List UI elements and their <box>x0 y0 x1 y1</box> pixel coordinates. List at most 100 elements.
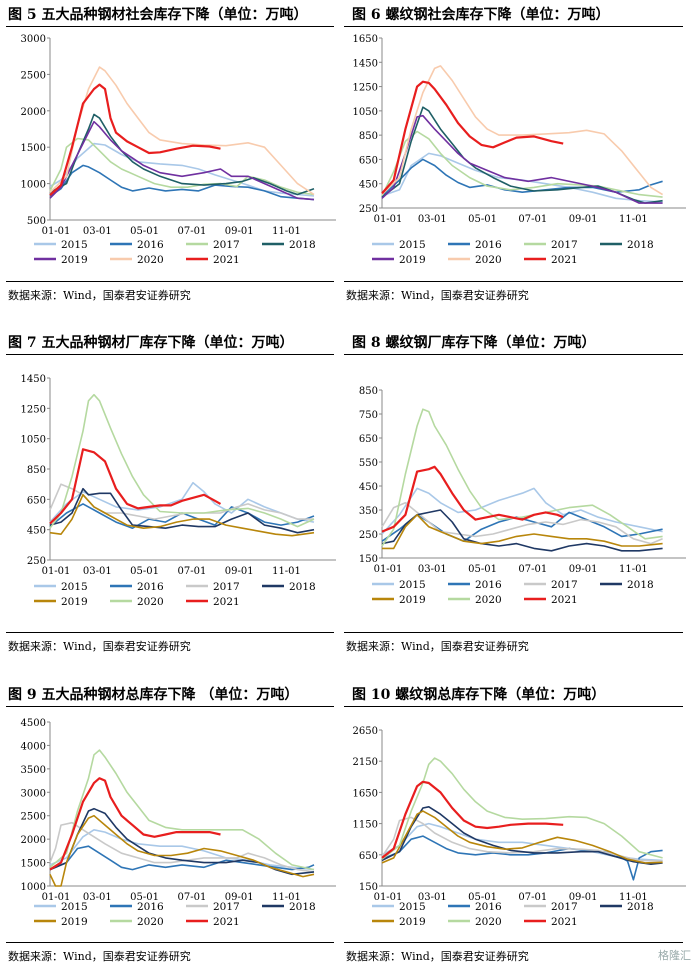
legend-label-2017: 2017 <box>213 901 240 913</box>
legend-label-2020: 2020 <box>137 596 164 608</box>
y-tick-label: 250 <box>359 530 378 541</box>
fig8-title: 图 8 螺纹钢厂库存下降（单位：万吨） <box>352 335 596 351</box>
x-tick-label: 05-01 <box>130 566 159 577</box>
y-tick-label: 850 <box>359 131 378 142</box>
legend-label-2017: 2017 <box>213 239 240 251</box>
y-tick-label: 150 <box>359 882 378 893</box>
y-tick-label: 1250 <box>21 404 46 415</box>
legend-label-2017: 2017 <box>551 579 578 591</box>
series-line-2020 <box>49 66 315 196</box>
fig8-source: 数据来源：Wind，国泰君安证券研究 <box>346 640 529 653</box>
legend-label-2015: 2015 <box>61 239 88 251</box>
fig6-source: 数据来源：Wind，国泰君安证券研究 <box>346 289 529 302</box>
fig5-panel: 图 5 五大品种钢材社会库存下降（单位：万吨） 500 1000 1500 2000 25… <box>6 4 342 311</box>
fig9-title: 图 9 五大品种钢材总库存下降 （单位：万吨） <box>8 687 299 703</box>
legend-label-2015: 2015 <box>61 581 88 593</box>
x-tick-label: 09-01 <box>569 214 598 225</box>
x-tick-label: 07-01 <box>518 564 547 575</box>
fig6-chart: 250 450 650 850 1050 1250 1450 1650 01-01 03-01 05… <box>353 34 686 266</box>
x-tick-label: 07-01 <box>177 566 206 577</box>
fig9-source-rule <box>6 942 334 943</box>
series-line-2021 <box>49 777 221 871</box>
x-tick-label: 05-01 <box>468 214 497 225</box>
y-tick-label: 1650 <box>353 788 378 799</box>
x-tick-label: 09-01 <box>225 566 254 577</box>
y-tick-label: 1000 <box>21 882 46 893</box>
y-tick-label: 2000 <box>21 835 46 846</box>
legend-label-2016: 2016 <box>137 239 164 251</box>
y-tick-label: 4500 <box>21 718 46 729</box>
y-tick-label: 150 <box>359 554 378 565</box>
series-line-2015 <box>381 152 663 203</box>
x-tick-label: 07-01 <box>518 892 547 903</box>
y-tick-label: 250 <box>359 204 378 215</box>
series-line-2019 <box>49 814 315 887</box>
legend-label-2019: 2019 <box>61 916 88 928</box>
series-line-2021 <box>49 83 221 197</box>
y-tick-label: 1250 <box>353 83 378 94</box>
x-tick-label: 03-01 <box>418 892 447 903</box>
x-tick-label: 11-01 <box>619 892 648 903</box>
legend-label-2019: 2019 <box>61 254 88 266</box>
x-tick-label: 01-01 <box>374 214 403 225</box>
series-line-2020 <box>381 757 663 860</box>
y-tick-label: 1500 <box>21 859 46 870</box>
y-tick-label: 1500 <box>21 143 46 154</box>
legend-label-2018: 2018 <box>627 239 654 251</box>
fig8-panel: 图 8 螺纹钢厂库存下降（单位：万吨） 150 250 350 450 550 650 750… <box>344 332 691 662</box>
x-tick-label: 05-01 <box>468 892 497 903</box>
legend-label-2021: 2021 <box>551 594 578 606</box>
series-line-2020 <box>49 393 315 529</box>
legend-label-2018: 2018 <box>289 901 316 913</box>
legend-label-2020: 2020 <box>475 916 502 928</box>
legend-label-2018: 2018 <box>627 901 654 913</box>
y-tick-label: 2650 <box>353 726 378 737</box>
y-tick-label: 750 <box>359 410 378 421</box>
fig7-source: 数据来源：Wind，国泰君安证券研究 <box>8 640 191 653</box>
series-line-2015 <box>381 487 663 535</box>
y-tick-label: 2000 <box>21 107 46 118</box>
legend-label-2017: 2017 <box>551 239 578 251</box>
fig9-panel: 图 9 五大品种钢材总库存下降 （单位：万吨） 1000 1500 2000 2500 3… <box>6 684 342 972</box>
series-line-2019 <box>49 120 315 201</box>
x-tick-label: 03-01 <box>83 892 112 903</box>
x-tick-label: 09-01 <box>225 226 254 237</box>
fig8-title-rule <box>344 354 683 355</box>
fig10-title-rule <box>344 706 683 707</box>
legend-label-2021: 2021 <box>551 254 578 266</box>
x-tick-label: 03-01 <box>83 226 112 237</box>
y-tick-label: 650 <box>359 851 378 862</box>
fig8-source-rule <box>344 632 683 633</box>
y-tick-label: 2500 <box>21 70 46 81</box>
x-tick-label: 05-01 <box>130 226 159 237</box>
y-tick-label: 850 <box>359 386 378 397</box>
legend-label-2016: 2016 <box>137 581 164 593</box>
y-tick-label: 2500 <box>21 812 46 823</box>
fig6-panel: 图 6 螺纹钢社会库存下降（单位：万吨） 250 450 650 850 1050 1250… <box>344 4 691 311</box>
fig10-chart: 150 650 1150 1650 2150 2650 01-01 03-01 05-01 07-… <box>353 726 686 928</box>
x-tick-label: 05-01 <box>130 892 159 903</box>
series-line-2016 <box>49 164 315 201</box>
series-line-2019 <box>381 114 663 204</box>
y-tick-label: 3000 <box>21 34 46 45</box>
series-line-2015 <box>49 829 315 871</box>
legend-label-2017: 2017 <box>551 901 578 913</box>
series-line-2021 <box>49 448 222 525</box>
y-tick-label: 650 <box>359 155 378 166</box>
y-tick-label: 1050 <box>353 107 378 118</box>
x-tick-label: 01-01 <box>374 564 403 575</box>
y-tick-label: 3000 <box>21 788 46 799</box>
y-tick-label: 4000 <box>21 741 46 752</box>
x-tick-label: 11-01 <box>272 892 301 903</box>
series-line-2018 <box>49 113 315 196</box>
fig6-title-rule <box>344 26 683 27</box>
y-tick-label: 250 <box>27 556 46 567</box>
legend-label-2020: 2020 <box>475 254 502 266</box>
fig7-chart: 250 450 650 850 1050 1250 1450 01-01 03-01 05-01 0… <box>21 374 336 608</box>
x-tick-label: 11-01 <box>619 564 648 575</box>
fig7-title-rule <box>6 354 334 355</box>
fig10-source: 数据来源：Wind，国泰君安证券研究 <box>346 950 529 963</box>
y-tick-label: 1450 <box>21 374 46 385</box>
legend-label-2016: 2016 <box>475 579 502 591</box>
y-tick-label: 450 <box>27 526 46 537</box>
